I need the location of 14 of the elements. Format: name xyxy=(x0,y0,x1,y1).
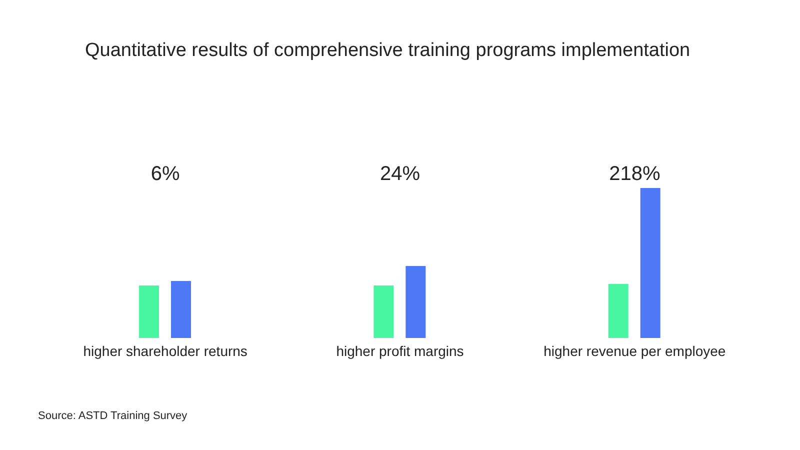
bar xyxy=(406,266,426,338)
x-tick-label: higher shareholder returns xyxy=(83,342,248,359)
text: 24% xyxy=(380,163,420,185)
text: 218% xyxy=(609,163,660,185)
bar xyxy=(374,286,394,338)
text: 6% xyxy=(150,163,180,185)
x-tick-label: higher profit margins xyxy=(336,342,464,359)
bar xyxy=(608,284,628,338)
chart-title: Quantitative results of comprehensive training programs implementation xyxy=(85,40,690,62)
bar xyxy=(139,286,159,338)
x-tick-label: higher revenue per employee xyxy=(544,342,726,359)
bar xyxy=(640,188,660,338)
bar xyxy=(171,281,191,338)
source-note: Source: ASTD Training Survey xyxy=(38,410,188,422)
